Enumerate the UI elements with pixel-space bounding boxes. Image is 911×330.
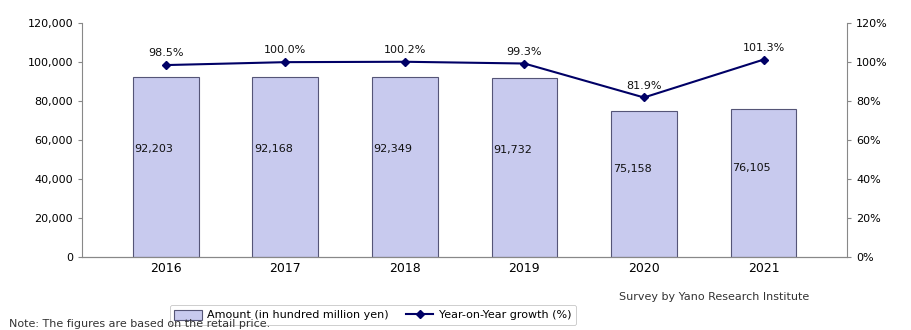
Bar [492,78,558,257]
Bar [372,77,437,257]
Text: 92,203: 92,203 [135,145,173,154]
Text: Survey by Yano Research Institute: Survey by Yano Research Institute [619,292,810,302]
Text: 98.5%: 98.5% [148,48,183,58]
Text: 101.3%: 101.3% [742,43,784,53]
Text: 100.2%: 100.2% [384,45,426,55]
Text: 99.3%: 99.3% [507,47,542,57]
Bar [731,109,796,257]
Legend: Amount (in hundred million yen), Year-on-Year growth (%): Amount (in hundred million yen), Year-on… [169,305,576,325]
Bar [133,77,199,257]
Bar [252,78,318,257]
Text: 92,168: 92,168 [254,145,293,154]
Text: 81.9%: 81.9% [626,81,661,91]
Text: 75,158: 75,158 [613,164,651,174]
Text: Note: The figures are based on the retail price.: Note: The figures are based on the retai… [9,319,271,329]
Bar [611,111,677,257]
Text: 76,105: 76,105 [732,163,771,173]
Text: 100.0%: 100.0% [264,45,306,55]
Text: 92,349: 92,349 [374,144,413,154]
Text: 91,732: 91,732 [493,145,532,155]
